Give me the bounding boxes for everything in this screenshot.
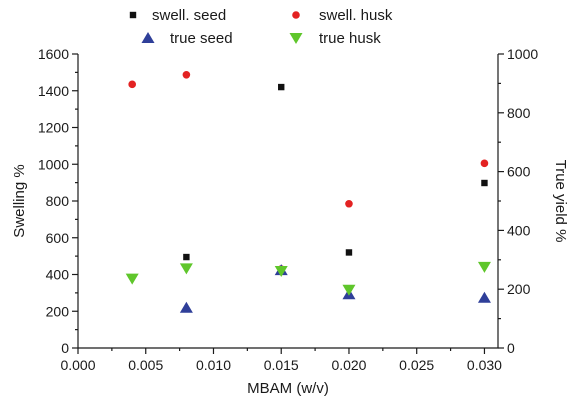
data-point <box>179 263 193 275</box>
y-tick-label: 400 <box>46 267 70 283</box>
data-point <box>182 70 191 79</box>
y-tick-label: 1600 <box>38 46 69 62</box>
data-point <box>345 249 353 256</box>
x-tick-label: 0.020 <box>331 357 366 373</box>
data-point <box>125 273 139 285</box>
data-point <box>481 179 488 187</box>
y2-tick-label: 1000 <box>507 46 538 62</box>
y-tick-label: 200 <box>46 303 70 319</box>
axes <box>77 54 499 349</box>
y2-tick-label: 800 <box>507 105 531 121</box>
y-tick-label: 800 <box>46 193 70 209</box>
y2-axis-title: True yield % <box>552 160 568 243</box>
y2-tick-label: 0 <box>507 340 515 356</box>
data-points <box>125 70 491 313</box>
data-point <box>345 199 353 208</box>
y-tick-label: 600 <box>46 230 70 246</box>
data-point <box>480 159 489 168</box>
data-point <box>183 253 190 261</box>
x-axis-title: MBAM (w/v) <box>247 380 329 397</box>
legend-label: true husk <box>319 30 381 47</box>
legend-marker <box>141 32 155 43</box>
data-point <box>477 291 491 303</box>
y-axis-ticks: 0 200 400 600 800 1000 1200 1400 1600 <box>38 46 78 356</box>
x-tick-label: 0.005 <box>128 357 163 373</box>
legend-marker <box>289 33 303 44</box>
x-tick-label: 0.015 <box>264 357 299 373</box>
data-point <box>179 301 193 313</box>
y-tick-label: 1200 <box>38 120 69 136</box>
x-tick-label: 0.025 <box>399 357 434 373</box>
y-tick-label: 1400 <box>38 83 69 99</box>
y2-tick-label: 400 <box>507 222 531 238</box>
x-tick-label: 0.010 <box>196 357 231 373</box>
legend-label: true seed <box>170 30 233 47</box>
x-tick-label: 0.000 <box>60 357 95 373</box>
data-point <box>477 261 491 273</box>
legend-marker <box>292 11 300 19</box>
data-point <box>342 284 356 296</box>
legend: swell. seed swell. husk true seed true husk <box>129 7 393 47</box>
y2-axis-ticks: 0 200 400 600 800 1000 <box>498 46 538 356</box>
x-axis-ticks: 0.000 0.005 0.010 0.015 0.020 0.025 0.030 <box>60 348 502 373</box>
y2-tick-label: 600 <box>507 164 531 180</box>
data-point <box>278 83 285 91</box>
x-tick-label: 0.030 <box>467 357 502 373</box>
legend-label: swell. husk <box>319 7 393 24</box>
y-tick-label: 1000 <box>38 156 69 172</box>
plot-frame <box>77 54 499 349</box>
legend-marker <box>129 11 137 19</box>
y2-tick-label: 200 <box>507 281 531 297</box>
y-axis-title: Swelling % <box>11 164 28 237</box>
y-tick-label: 0 <box>61 340 69 356</box>
data-point <box>274 265 288 277</box>
data-point <box>128 80 136 89</box>
legend-label: swell. seed <box>152 7 226 24</box>
